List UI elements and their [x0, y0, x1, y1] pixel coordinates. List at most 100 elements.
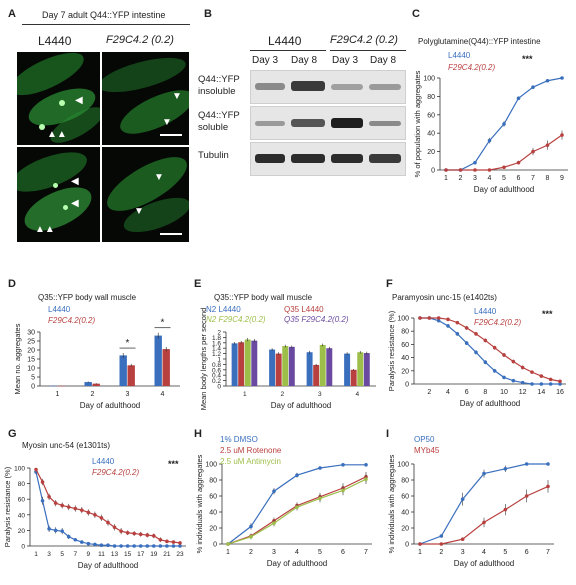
y-tick-label: 60: [18, 497, 26, 504]
panel-label: C: [412, 8, 420, 20]
y-tick-label: 25: [27, 339, 35, 346]
data-point: [152, 534, 156, 538]
y-axis-label: Mean body lengths per second: [199, 308, 208, 411]
y-tick-label: 30: [27, 330, 35, 337]
data-point: [492, 369, 497, 373]
data-point: [165, 544, 169, 548]
data-point: [112, 544, 117, 548]
y-tick-label: 0.4: [212, 373, 221, 380]
y-axis-label: Mean no. aggregates: [13, 323, 22, 394]
arrow-icon: ◀: [71, 176, 79, 187]
x-tick-label: 3: [473, 175, 477, 182]
data-point: [73, 537, 78, 542]
panel-f: F 0 20 40 60 80 100 2 4 6 8 10 12 14 16 Day of adultho…: [384, 278, 576, 412]
x-axis-label: Day of adulthood: [271, 401, 332, 410]
data-point: [460, 537, 465, 541]
bar: [84, 382, 92, 386]
y-tick-label: 80: [209, 478, 217, 485]
data-point: [439, 542, 444, 546]
data-point: [40, 498, 45, 503]
blot-group-f29c4-line: [330, 50, 406, 51]
bar: [357, 352, 364, 386]
data-point: [171, 540, 176, 544]
data-point: [86, 510, 91, 515]
data-point: [66, 505, 71, 509]
data-point: [106, 543, 110, 548]
y-tick-label: 10: [27, 366, 35, 373]
data-point: [520, 365, 525, 370]
data-point: [546, 484, 550, 489]
panel-i: I 0 20 40 60 80 100 1 2 3 4 5 6 7 Day of adulthood % i…: [384, 428, 576, 580]
x-tick-label: 21: [163, 551, 171, 558]
data-point: [341, 463, 345, 467]
data-point: [226, 542, 230, 546]
y-tick-label: 100: [423, 76, 435, 83]
data-point: [152, 544, 156, 548]
data-point: [503, 507, 508, 512]
blot-row-label: Q44::YFP soluble: [198, 110, 240, 133]
legend-entry: L4440: [474, 307, 497, 316]
arrowhead-icon: ▼: [134, 206, 144, 217]
data-point: [295, 505, 299, 509]
y-tick-label: 80: [427, 94, 435, 101]
x-tick-label: 2: [249, 549, 253, 556]
data-point: [80, 540, 84, 544]
data-point: [40, 480, 45, 484]
data-point: [125, 530, 130, 535]
bar: [350, 369, 357, 386]
x-tick-label: 1: [418, 549, 422, 556]
legend-entry: MYb45: [414, 446, 440, 455]
bar: [244, 339, 251, 386]
data-point: [520, 380, 525, 385]
data-point: [272, 521, 276, 525]
x-tick-label: 4: [161, 391, 165, 398]
data-point: [158, 537, 163, 542]
data-point: [474, 332, 478, 336]
data-point: [249, 524, 253, 529]
data-point: [545, 143, 550, 147]
lane-label: Day 3: [252, 55, 279, 66]
legend-entry: 2.5 uM Antimycin: [220, 457, 281, 466]
blot-group-l4440-line: [250, 50, 326, 51]
x-tick-label: 8: [483, 389, 487, 396]
x-tick-label: 5: [60, 551, 64, 558]
panel-a-col1-label: L4440: [38, 34, 72, 48]
panel-label: F: [386, 278, 393, 290]
y-tick-label: 0: [405, 382, 409, 389]
x-tick-label: 17: [137, 551, 145, 558]
legend-entry: 2.5 uM Rotenone: [220, 446, 282, 455]
x-tick-label: 19: [150, 551, 158, 558]
x-axis-label: Day of adulthood: [460, 399, 521, 408]
data-point: [138, 532, 143, 537]
y-tick-label: 15: [27, 357, 35, 364]
data-point: [436, 316, 441, 320]
y-tick-label: 1.4: [212, 346, 221, 353]
x-tick-label: 7: [364, 549, 368, 556]
y-tick-label: 100: [397, 462, 409, 469]
x-axis-label: Day of adulthood: [267, 559, 328, 568]
micrograph-l4440-bottom: ◀ ◀ ▲▲: [17, 147, 100, 242]
data-point: [548, 382, 553, 386]
y-tick-label: 0.8: [212, 362, 221, 369]
x-tick-label: 7: [546, 549, 550, 556]
data-point: [548, 377, 553, 382]
bar: [313, 364, 320, 386]
x-tick-label: 4: [482, 549, 486, 556]
x-tick-label: 4: [446, 389, 450, 396]
data-point: [436, 318, 441, 323]
x-tick-label: 14: [537, 389, 545, 396]
y-tick-label: 40: [18, 512, 26, 519]
data-point: [132, 544, 136, 548]
data-point: [444, 168, 448, 172]
data-point: [558, 382, 562, 386]
x-tick-label: 2: [427, 389, 431, 396]
data-point: [446, 317, 450, 322]
x-tick-label: 4: [488, 175, 492, 182]
data-point: [464, 341, 469, 345]
data-point: [539, 382, 544, 386]
bar: [154, 335, 162, 386]
data-point: [86, 541, 91, 546]
y-tick-label: 60: [427, 112, 435, 119]
data-point: [272, 489, 276, 493]
data-point: [511, 378, 516, 383]
